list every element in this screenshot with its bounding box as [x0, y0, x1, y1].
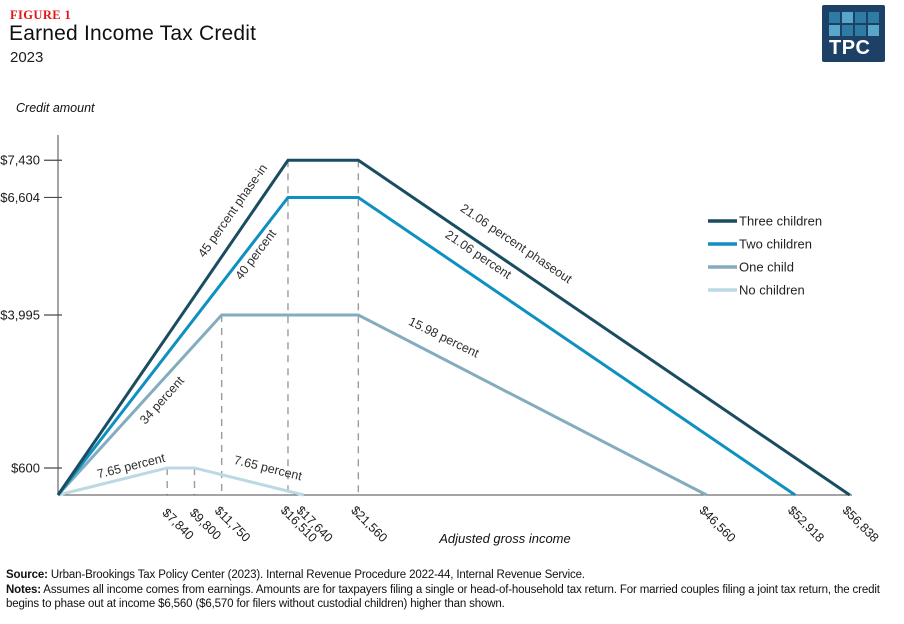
- footer: Source: Urban-Brookings Tax Policy Cente…: [6, 568, 899, 612]
- series-line-no-children: [57, 466, 305, 497]
- x-tick-label: $46,560: [696, 503, 738, 545]
- logo-square: [829, 25, 840, 36]
- y-tick-label: $3,995: [0, 308, 40, 323]
- logo-square: [868, 12, 879, 23]
- chart-subtitle: 2023: [10, 49, 44, 66]
- legend-label: Two children: [739, 237, 812, 252]
- logo-square: [842, 12, 853, 23]
- x-tick-label: $56,838: [840, 503, 882, 545]
- logo-square: [855, 25, 866, 36]
- logo-square: [855, 12, 866, 23]
- slope-annotation: 40 percent: [232, 226, 279, 282]
- y-tick-label: $7,430: [0, 153, 40, 168]
- source-line: Source: Urban-Brookings Tax Policy Cente…: [6, 568, 899, 583]
- series-line-one-child: [56, 313, 708, 497]
- x-tick-label: $52,918: [785, 503, 827, 545]
- legend-label: Three children: [739, 214, 822, 229]
- x-tick-label: $11,750: [212, 504, 253, 545]
- logo-square: [842, 25, 853, 36]
- legend-label: No children: [739, 283, 805, 298]
- tpc-logo-text: TPC: [829, 37, 871, 59]
- source-label: Source:: [6, 569, 48, 581]
- x-tick-label: $21,560: [348, 503, 390, 545]
- logo-square: [868, 25, 879, 36]
- source-text: Urban-Brookings Tax Policy Center (2023)…: [47, 569, 585, 581]
- slope-annotation: 15.98 percent: [406, 314, 481, 360]
- legend-label: One child: [739, 260, 794, 275]
- figure-label: FIGURE 1: [10, 8, 72, 22]
- page-title: Earned Income Tax Credit: [9, 22, 257, 45]
- y-axis-title: Credit amount: [16, 101, 95, 115]
- notes-text: Assumes all income comes from earnings. …: [6, 583, 880, 611]
- logo-square: [829, 12, 840, 23]
- notes-line: Notes: Assumes all income comes from ear…: [6, 583, 899, 612]
- y-tick-label: $6,604: [0, 190, 40, 205]
- series-line-three-children: [56, 158, 851, 497]
- x-axis-title: Adjusted gross income: [438, 531, 571, 546]
- tpc-logo: TPC: [822, 5, 885, 62]
- series-line-two-children: [56, 195, 796, 497]
- eitc-line-chart: $7,430$6,604$3,995$600$7,840$9,800$11,75…: [0, 101, 882, 546]
- notes-label: Notes:: [6, 583, 41, 596]
- tpc-logo-squares: [829, 12, 879, 36]
- y-tick-label: $600: [11, 460, 40, 475]
